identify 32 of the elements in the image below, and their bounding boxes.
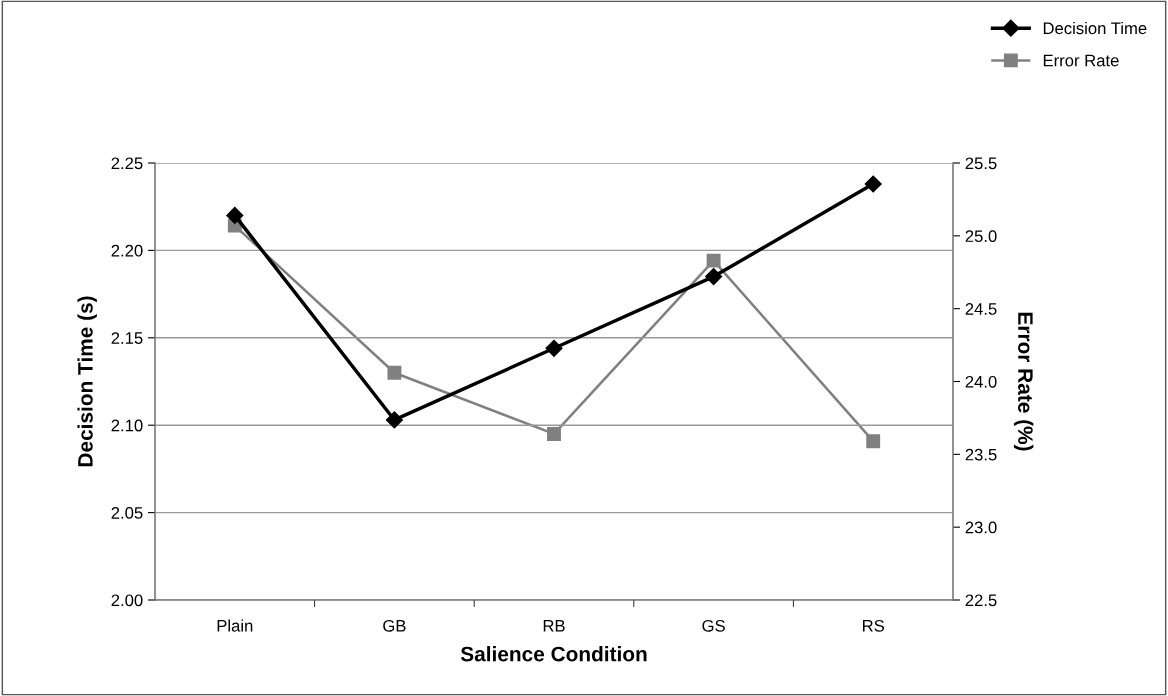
x-tick-label: Plain <box>217 619 253 632</box>
y2-tick-label: 24.5 <box>965 303 997 315</box>
y2-tick-label: 25.0 <box>965 230 997 243</box>
point <box>545 339 563 357</box>
point <box>387 365 402 380</box>
x-tick-label: RS <box>862 619 885 632</box>
point <box>864 175 882 193</box>
y2-tick-label: 25.5 <box>965 157 997 170</box>
legend-label: Decision Time <box>1043 21 1147 35</box>
y2-axis-title: Error Rate (%) <box>1013 312 1034 451</box>
point <box>706 253 721 268</box>
y2-tick-label: 23.0 <box>965 521 997 534</box>
x-tick-label: RB <box>543 620 565 632</box>
point <box>226 206 244 224</box>
y-tick-label: 2.15 <box>111 332 143 344</box>
y-tick-label: 2.20 <box>111 244 143 257</box>
y2-tick-label: 23.5 <box>965 448 997 461</box>
y2-tick-label: 22.5 <box>965 594 997 607</box>
point <box>547 426 561 441</box>
y-tick-label: 2.00 <box>111 594 143 607</box>
point <box>705 268 723 286</box>
x-axis-title: Salience Condition <box>460 646 647 662</box>
y-tick-label: 2.10 <box>111 419 143 432</box>
y-axis-title: Decision Time (s) <box>77 296 97 467</box>
x-tick-label: GS <box>702 619 725 632</box>
point <box>866 434 881 449</box>
y-tick-label: 2.25 <box>111 157 143 170</box>
legend-label: Error Rate <box>1043 54 1119 67</box>
point <box>385 411 403 429</box>
x-tick-label: GB <box>383 619 406 632</box>
y2-tick-label: 24.0 <box>965 375 997 388</box>
y-tick-label: 2.05 <box>111 507 143 519</box>
